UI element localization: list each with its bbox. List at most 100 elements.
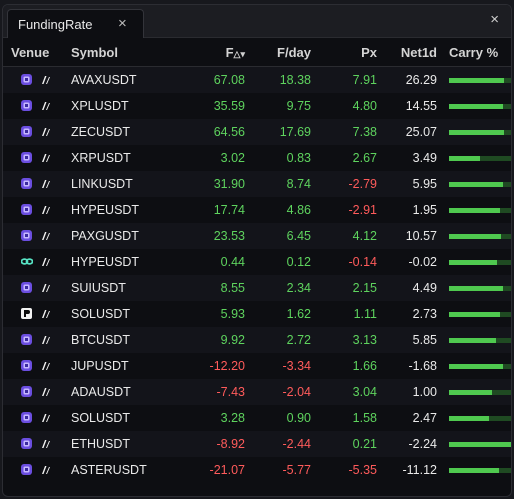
net1d-cell: 5.95 xyxy=(383,171,443,197)
carry-bar-fill xyxy=(449,363,503,369)
col-header-carry[interactable]: Carry % xyxy=(443,38,511,67)
venue-cell xyxy=(3,353,69,379)
net1d-cell: 5.85 xyxy=(383,327,443,353)
carry-cell xyxy=(443,66,511,93)
f-cell: -8.92 xyxy=(174,431,251,457)
exchange-slash-icon xyxy=(40,360,51,372)
carry-cell xyxy=(443,197,511,223)
symbol-cell: AVAXUSDT xyxy=(69,66,174,93)
f-cell: -7.43 xyxy=(174,379,251,405)
table-row[interactable]: JUPUSDT -12.20 -3.34 1.66 -1.68 xyxy=(3,353,511,379)
carry-cell xyxy=(443,301,511,327)
venue-cell xyxy=(3,431,69,457)
sort-icon[interactable]: △▾ xyxy=(233,48,245,59)
carry-cell xyxy=(443,327,511,353)
tab-close-icon[interactable]: × xyxy=(118,15,127,32)
net1d-cell: 1.95 xyxy=(383,197,443,223)
px-cell: 4.80 xyxy=(317,93,383,119)
col-header-f[interactable]: F△▾ xyxy=(174,38,251,67)
table-row[interactable]: AVAXUSDT 67.08 18.38 7.91 26.29 xyxy=(3,66,511,93)
fday-cell: 0.12 xyxy=(251,249,317,275)
exchange-slash-icon xyxy=(40,230,51,242)
carry-bar xyxy=(449,389,511,395)
symbol-cell: BTCUSDT xyxy=(69,327,174,353)
f-cell: 9.92 xyxy=(174,327,251,353)
carry-bar-fill xyxy=(449,103,503,109)
f-cell: -12.20 xyxy=(174,353,251,379)
venue-hexagon-purple-icon xyxy=(21,100,32,111)
f-cell: 67.08 xyxy=(174,66,251,93)
net1d-cell: 14.55 xyxy=(383,93,443,119)
col-header-px[interactable]: Px xyxy=(317,38,383,67)
symbol-cell: ETHUSDT xyxy=(69,431,174,457)
table-row[interactable]: SUIUSDT 8.55 2.34 2.15 4.49 xyxy=(3,275,511,301)
venue-hexagon-purple-icon xyxy=(21,282,32,293)
carry-bar xyxy=(449,181,511,187)
table-row[interactable]: ETHUSDT -8.92 -2.44 0.21 -2.24 xyxy=(3,431,511,457)
carry-bar-fill xyxy=(449,259,497,265)
exchange-slash-icon xyxy=(40,74,51,86)
fday-cell: 8.74 xyxy=(251,171,317,197)
carry-bar-fill xyxy=(449,207,500,213)
table-row[interactable]: PAXGUSDT 23.53 6.45 4.12 10.57 xyxy=(3,223,511,249)
symbol-cell: XPLUSDT xyxy=(69,93,174,119)
px-cell: 1.66 xyxy=(317,353,383,379)
carry-bar-fill xyxy=(449,389,492,395)
fday-cell: 0.90 xyxy=(251,405,317,431)
venue-hexagon-purple-icon xyxy=(21,360,32,371)
px-cell: 7.38 xyxy=(317,119,383,145)
col-header-venue[interactable]: Venue xyxy=(3,38,69,67)
table-row[interactable]: HYPEUSDT 0.44 0.12 -0.14 -0.02 xyxy=(3,249,511,275)
table-row[interactable]: ADAUSDT -7.43 -2.04 3.04 1.00 xyxy=(3,379,511,405)
table-row[interactable]: XPLUSDT 35.59 9.75 4.80 14.55 xyxy=(3,93,511,119)
venue-hexagon-purple-icon xyxy=(21,438,32,449)
carry-bar xyxy=(449,259,511,265)
px-cell: -2.91 xyxy=(317,197,383,223)
exchange-slash-icon xyxy=(40,412,51,424)
symbol-cell: LINKUSDT xyxy=(69,171,174,197)
table-header-row: Venue Symbol F△▾ F/day Px Net1d Carry % xyxy=(3,38,511,67)
fday-cell: 18.38 xyxy=(251,66,317,93)
carry-cell xyxy=(443,171,511,197)
px-cell: 1.11 xyxy=(317,301,383,327)
carry-bar xyxy=(449,337,511,343)
col-header-net1d[interactable]: Net1d xyxy=(383,38,443,67)
window-close-icon[interactable]: × xyxy=(490,11,499,28)
table-row[interactable]: HYPEUSDT 17.74 4.86 -2.91 1.95 xyxy=(3,197,511,223)
venue-cell xyxy=(3,197,69,223)
col-header-fday[interactable]: F/day xyxy=(251,38,317,67)
tab-label: FundingRate xyxy=(18,17,93,32)
f-cell: 0.44 xyxy=(174,249,251,275)
table-row[interactable]: XRPUSDT 3.02 0.83 2.67 3.49 xyxy=(3,145,511,171)
table-row[interactable]: LINKUSDT 31.90 8.74 -2.79 5.95 xyxy=(3,171,511,197)
venue-hexagon-purple-icon xyxy=(21,334,32,345)
venue-cell xyxy=(3,327,69,353)
fday-cell: 0.83 xyxy=(251,145,317,171)
carry-bar-fill xyxy=(449,415,489,421)
fday-cell: -2.04 xyxy=(251,379,317,405)
table-row[interactable]: SOLUSDT 5.93 1.62 1.11 2.73 xyxy=(3,301,511,327)
table-row[interactable]: BTCUSDT 9.92 2.72 3.13 5.85 xyxy=(3,327,511,353)
table-body: AVAXUSDT 67.08 18.38 7.91 26.29 XPLUSDT 35.59 9… xyxy=(3,66,511,483)
table-row[interactable]: ASTERUSDT -21.07 -5.77 -5.35 -11.12 xyxy=(3,457,511,483)
table-row[interactable]: ZECUSDT 64.56 17.69 7.38 25.07 xyxy=(3,119,511,145)
fday-cell: 6.45 xyxy=(251,223,317,249)
venue-cell xyxy=(3,171,69,197)
col-header-symbol[interactable]: Symbol xyxy=(69,38,174,67)
symbol-cell: SUIUSDT xyxy=(69,275,174,301)
f-cell: -21.07 xyxy=(174,457,251,483)
exchange-slash-icon xyxy=(40,386,51,398)
symbol-cell: ADAUSDT xyxy=(69,379,174,405)
exchange-slash-icon xyxy=(40,152,51,164)
carry-bar xyxy=(449,233,511,239)
venue-cell xyxy=(3,457,69,483)
f-cell: 64.56 xyxy=(174,119,251,145)
venue-cell xyxy=(3,275,69,301)
exchange-slash-icon xyxy=(40,256,51,268)
table-row[interactable]: SOLUSDT 3.28 0.90 1.58 2.47 xyxy=(3,405,511,431)
carry-cell xyxy=(443,405,511,431)
tab-fundingrate[interactable]: FundingRate × xyxy=(7,9,144,38)
venue-cell xyxy=(3,145,69,171)
net1d-cell: 3.49 xyxy=(383,145,443,171)
carry-bar-fill xyxy=(449,129,504,135)
